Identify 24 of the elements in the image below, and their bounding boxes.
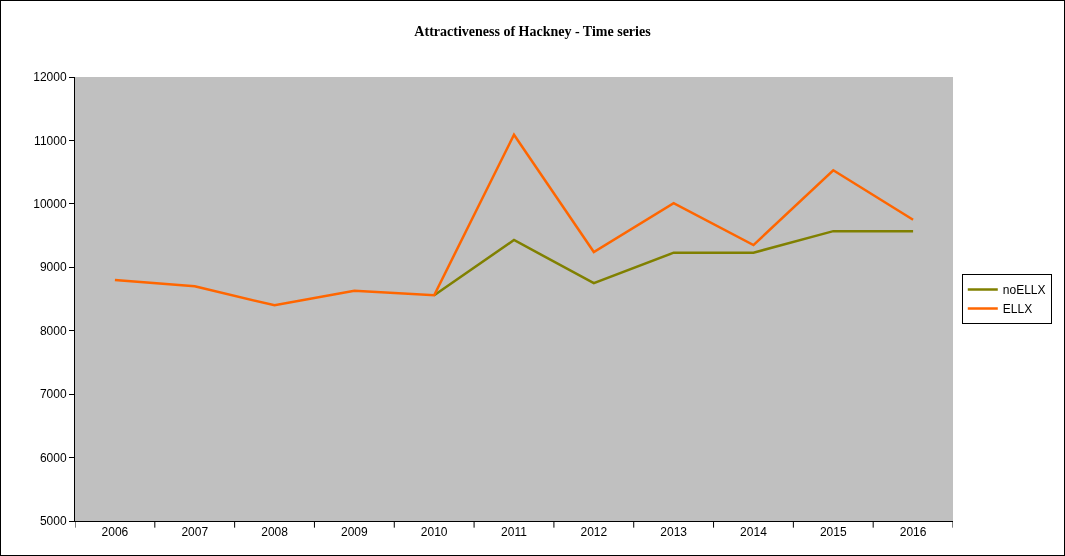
x-tick-label: 2009 xyxy=(341,525,369,540)
y-tick-label: 12000 xyxy=(33,70,67,85)
y-tick-label: 7000 xyxy=(39,387,67,402)
x-tick-label: 2007 xyxy=(181,525,209,540)
x-tick-label: 2013 xyxy=(660,525,688,540)
x-tick-label: 2016 xyxy=(899,525,927,540)
x-tick-label: 2006 xyxy=(101,525,129,540)
y-tick-label: 10000 xyxy=(33,197,67,212)
x-tick-label: 2015 xyxy=(819,525,847,540)
y-tick-label: 9000 xyxy=(39,260,67,275)
legend-label: noELLX xyxy=(1002,283,1046,298)
y-tick-label: 11000 xyxy=(34,133,67,148)
y-tick-label: 5000 xyxy=(39,514,67,529)
x-tick-label: 2014 xyxy=(740,525,768,540)
x-tick-label: 2012 xyxy=(580,525,608,540)
y-tick-label: 8000 xyxy=(39,323,67,338)
line-series xyxy=(432,229,915,297)
legend-label: ELLX xyxy=(1002,302,1033,317)
chart-title: Attractiveness of Hackney - Time series xyxy=(414,23,652,39)
x-tick-label: 2010 xyxy=(420,525,448,540)
x-tick-label: 2011 xyxy=(501,525,528,540)
line-series xyxy=(113,133,915,307)
x-tick-label: 2008 xyxy=(261,525,289,540)
y-tick-label: 6000 xyxy=(39,450,67,465)
